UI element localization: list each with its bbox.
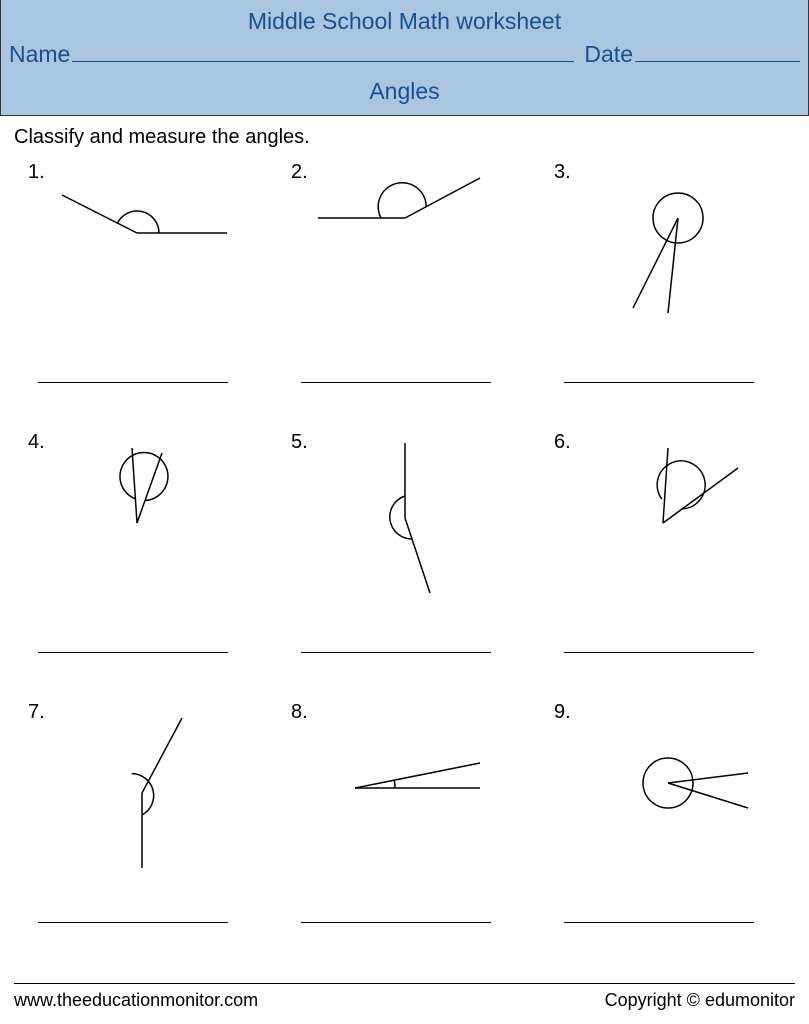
angle-diagram bbox=[47, 713, 237, 873]
date-blank[interactable] bbox=[635, 42, 800, 62]
question-number: 9. bbox=[554, 701, 571, 724]
question-number: 4. bbox=[28, 431, 45, 454]
answer-blank[interactable] bbox=[564, 922, 754, 923]
problem-cell: 3. bbox=[536, 153, 799, 423]
problem-cell: 5. bbox=[273, 423, 536, 693]
problem-cell: 1. bbox=[10, 153, 273, 423]
question-number: 7. bbox=[28, 701, 45, 724]
answer-blank[interactable] bbox=[301, 652, 491, 653]
angle-diagram bbox=[573, 713, 763, 873]
angle-diagram bbox=[47, 173, 237, 333]
problem-cell: 8. bbox=[273, 693, 536, 963]
answer-blank[interactable] bbox=[564, 382, 754, 383]
angle-diagram bbox=[47, 443, 237, 603]
problem-grid: 1. 2. 3. 4. 5. 6. 7. 8. 9. bbox=[0, 153, 809, 963]
worksheet-title: Middle School Math worksheet bbox=[1, 8, 808, 35]
angle-diagram bbox=[310, 173, 500, 333]
footer-url: www.theeducationmonitor.com bbox=[14, 990, 258, 1011]
question-number: 1. bbox=[28, 161, 45, 184]
name-label: Name bbox=[9, 41, 70, 68]
name-date-row: Name Date bbox=[1, 41, 808, 68]
question-number: 3. bbox=[554, 161, 571, 184]
answer-blank[interactable] bbox=[301, 382, 491, 383]
answer-blank[interactable] bbox=[564, 652, 754, 653]
answer-blank[interactable] bbox=[38, 652, 228, 653]
worksheet-subtitle: Angles bbox=[1, 78, 808, 105]
problem-cell: 2. bbox=[273, 153, 536, 423]
question-number: 5. bbox=[291, 431, 308, 454]
problem-cell: 6. bbox=[536, 423, 799, 693]
problem-cell: 4. bbox=[10, 423, 273, 693]
answer-blank[interactable] bbox=[38, 922, 228, 923]
problem-cell: 9. bbox=[536, 693, 799, 963]
angle-diagram bbox=[573, 173, 763, 333]
answer-blank[interactable] bbox=[301, 922, 491, 923]
question-number: 8. bbox=[291, 701, 308, 724]
instruction-text: Classify and measure the angles. bbox=[0, 116, 809, 153]
footer: www.theeducationmonitor.com Copyright © … bbox=[0, 984, 809, 1021]
problem-cell: 7. bbox=[10, 693, 273, 963]
name-blank[interactable] bbox=[72, 42, 574, 62]
footer-copyright: Copyright © edumonitor bbox=[605, 990, 795, 1011]
angle-diagram bbox=[573, 443, 763, 603]
answer-blank[interactable] bbox=[38, 382, 228, 383]
worksheet-header: Middle School Math worksheet Name Date A… bbox=[0, 0, 809, 116]
question-number: 6. bbox=[554, 431, 571, 454]
angle-diagram bbox=[310, 713, 500, 873]
date-label: Date bbox=[584, 41, 633, 68]
question-number: 2. bbox=[291, 161, 308, 184]
angle-diagram bbox=[310, 443, 500, 603]
